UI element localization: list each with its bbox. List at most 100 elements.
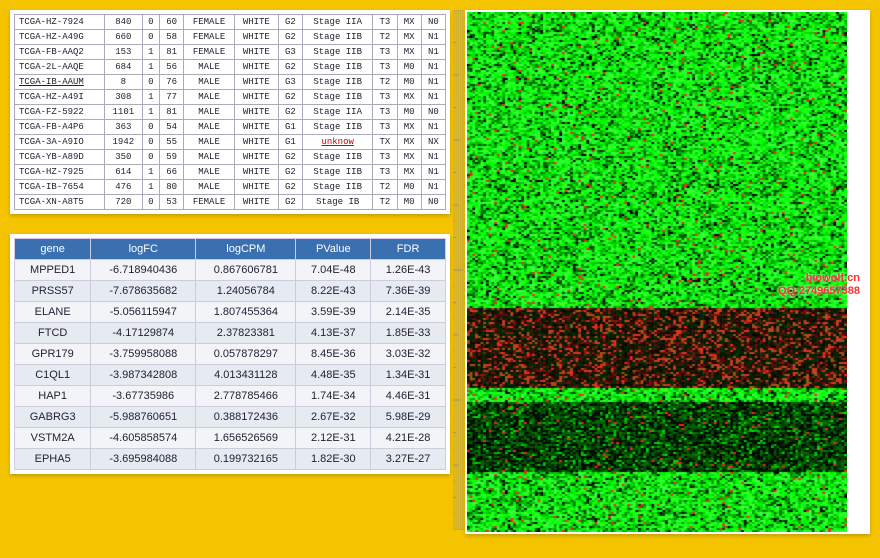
table-cell: -5.988760651 [91, 407, 196, 428]
table-cell: WHITE [234, 165, 278, 180]
table-cell: MALE [184, 60, 235, 75]
table-cell: -6.718940436 [91, 260, 196, 281]
table-cell: 1 [142, 105, 160, 120]
table-row: VSTM2A-4.6058585741.6565265692.12E-314.2… [15, 428, 446, 449]
table-cell: GABRG3 [15, 407, 91, 428]
table-cell: T2 [373, 195, 397, 210]
table-cell: 0 [142, 75, 160, 90]
table-cell: FEMALE [184, 15, 235, 30]
table-cell: 1.34E-31 [371, 365, 446, 386]
table-cell: 2.778785466 [196, 386, 296, 407]
table-cell: unknow [303, 135, 373, 150]
table-cell: MX [397, 165, 421, 180]
table-row: GABRG3-5.9887606510.3881724362.67E-325.9… [15, 407, 446, 428]
table-cell: N0 [421, 195, 445, 210]
table-cell: FEMALE [184, 45, 235, 60]
table-cell: ELANE [15, 302, 91, 323]
table-cell: GPR179 [15, 344, 91, 365]
table-cell: N1 [421, 30, 445, 45]
table-cell: MALE [184, 150, 235, 165]
table-cell: G2 [278, 105, 302, 120]
table-cell: MALE [184, 180, 235, 195]
table-cell: 56 [160, 60, 184, 75]
table-cell: G1 [278, 135, 302, 150]
table-cell: 58 [160, 30, 184, 45]
table-cell: MX [397, 135, 421, 150]
table-cell: 1.85E-33 [371, 323, 446, 344]
table-header-row: genelogFClogCPMPValueFDR [15, 239, 446, 260]
table-row: EPHA5-3.6959840880.1997321651.82E-303.27… [15, 449, 446, 470]
table-cell: 7.04E-48 [296, 260, 371, 281]
table-cell: T3 [373, 105, 397, 120]
table-row: TCGA-FB-AAQ2153181FEMALEWHITEG3Stage IIB… [15, 45, 446, 60]
table-cell: 0 [142, 135, 160, 150]
table-cell: T3 [373, 45, 397, 60]
table-row: MPPED1-6.7189404360.8676067817.04E-481.2… [15, 260, 446, 281]
table-cell: Stage IIA [303, 105, 373, 120]
table-cell: M0 [397, 195, 421, 210]
table-cell: N1 [421, 165, 445, 180]
table-cell: WHITE [234, 195, 278, 210]
table-cell: 80 [160, 180, 184, 195]
table-cell: 1.656526569 [196, 428, 296, 449]
table-cell: 3.03E-32 [371, 344, 446, 365]
watermark-line2: QQ:2749657388 [778, 285, 860, 297]
table-cell: N0 [421, 105, 445, 120]
table-cell: T2 [373, 30, 397, 45]
table-cell: WHITE [234, 150, 278, 165]
table-cell: -4.17129874 [91, 323, 196, 344]
table-cell: N0 [421, 15, 445, 30]
table-cell: T2 [373, 75, 397, 90]
clinical-panel: TCGA-HZ-7924840060FEMALEWHITEG2Stage IIA… [10, 10, 450, 214]
table-cell: 4.013431128 [196, 365, 296, 386]
table-cell: 3.27E-27 [371, 449, 446, 470]
table-cell: -4.605858574 [91, 428, 196, 449]
table-cell: MALE [184, 135, 235, 150]
table-cell: 0 [142, 15, 160, 30]
table-cell: T3 [373, 60, 397, 75]
table-row: C1QL1-3.9873428084.0134311284.48E-351.34… [15, 365, 446, 386]
table-cell: TCGA-IB-AAUM [15, 75, 105, 90]
table-cell: G3 [278, 75, 302, 90]
table-cell: 350 [105, 150, 142, 165]
table-cell: 0 [142, 30, 160, 45]
table-cell: Stage IIB [303, 75, 373, 90]
table-cell: 4.48E-35 [296, 365, 371, 386]
table-cell: 308 [105, 90, 142, 105]
table-cell: 8 [105, 75, 142, 90]
table-cell: WHITE [234, 105, 278, 120]
table-cell: NX [421, 135, 445, 150]
right-column: biowolf.cn QQ:2749657388 [465, 10, 870, 534]
table-cell: WHITE [234, 120, 278, 135]
watermark-text: biowolf.cn QQ:2749657388 [778, 272, 860, 298]
table-cell: Stage IIB [303, 60, 373, 75]
table-cell: M0 [397, 105, 421, 120]
table-cell: Stage IIB [303, 180, 373, 195]
table-cell: M0 [397, 75, 421, 90]
table-cell: 2.37823381 [196, 323, 296, 344]
table-cell: EPHA5 [15, 449, 91, 470]
table-cell: 5.98E-29 [371, 407, 446, 428]
table-cell: 2.67E-32 [296, 407, 371, 428]
table-cell: G2 [278, 150, 302, 165]
table-cell: WHITE [234, 15, 278, 30]
table-row: FTCD-4.171298742.378233814.13E-371.85E-3… [15, 323, 446, 344]
table-cell: N1 [421, 150, 445, 165]
table-cell: HAP1 [15, 386, 91, 407]
table-cell: Stage IIB [303, 90, 373, 105]
table-cell: WHITE [234, 30, 278, 45]
table-cell: TCGA-FB-AAQ2 [15, 45, 105, 60]
table-cell: 684 [105, 60, 142, 75]
table-row: TCGA-3A-A9IO1942055MALEWHITEG1unknowTXMX… [15, 135, 446, 150]
main-layout: TCGA-HZ-7924840060FEMALEWHITEG2Stage IIA… [10, 10, 870, 534]
table-cell: 1101 [105, 105, 142, 120]
table-cell: 1942 [105, 135, 142, 150]
table-cell: 1 [142, 165, 160, 180]
table-cell: Stage IB [303, 195, 373, 210]
table-cell: Stage IIB [303, 150, 373, 165]
table-cell: 0.199732165 [196, 449, 296, 470]
table-row: TCGA-HZ-7925614166MALEWHITEG2Stage IIBT3… [15, 165, 446, 180]
table-cell: MALE [184, 120, 235, 135]
table-cell: 76 [160, 75, 184, 90]
table-cell: 3.59E-39 [296, 302, 371, 323]
